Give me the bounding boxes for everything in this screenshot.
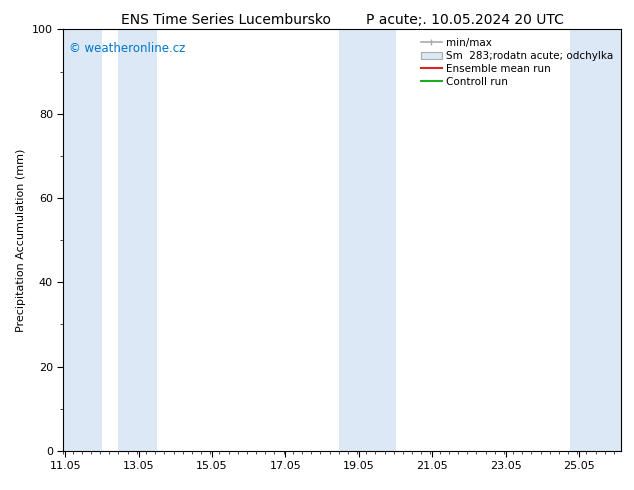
Title: ENS Time Series Lucembursko        P acute;. 10.05.2024 20 UTC: ENS Time Series Lucembursko P acute;. 10… xyxy=(121,13,564,27)
Y-axis label: Precipitation Accumulation (mm): Precipitation Accumulation (mm) xyxy=(16,148,27,332)
Legend: min/max, Sm  283;rodatn acute; odchylka, Ensemble mean run, Controll run: min/max, Sm 283;rodatn acute; odchylka, … xyxy=(418,35,616,90)
Bar xyxy=(119,29,157,451)
Bar xyxy=(570,29,621,451)
Bar xyxy=(63,29,102,451)
Bar xyxy=(339,29,396,451)
Text: © weatheronline.cz: © weatheronline.cz xyxy=(69,42,185,55)
